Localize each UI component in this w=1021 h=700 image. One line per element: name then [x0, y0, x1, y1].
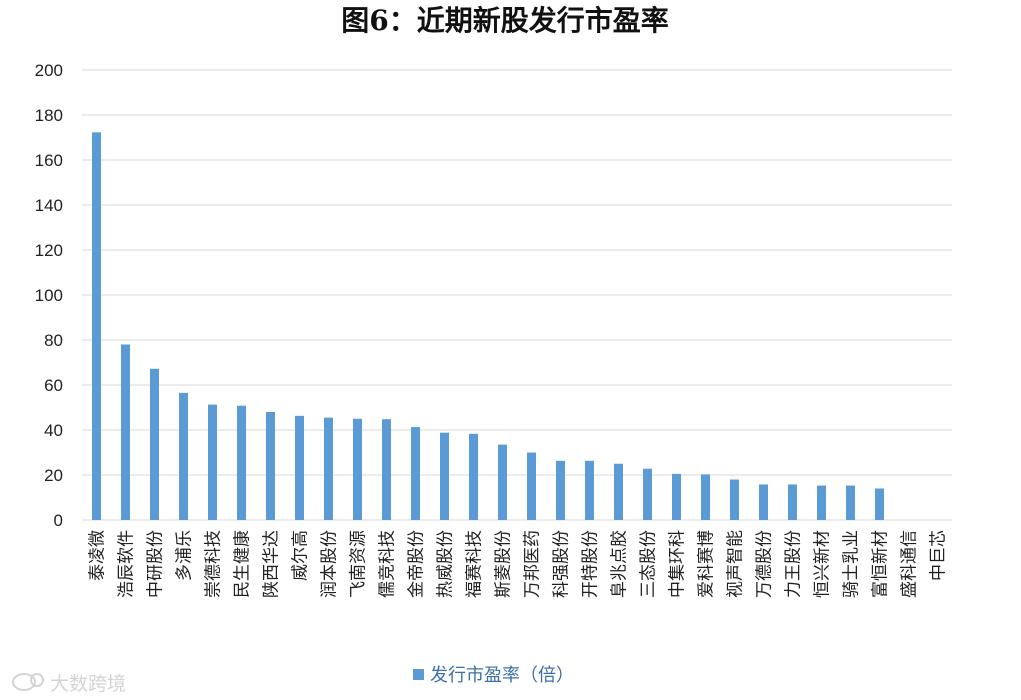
bar — [237, 405, 246, 520]
x-tick-label: 力王股份 — [784, 530, 804, 598]
y-tick-label: 180 — [35, 106, 63, 125]
y-tick-label: 80 — [44, 331, 63, 350]
x-tick-label: 飞南资源 — [349, 530, 369, 598]
y-tick-label: 0 — [54, 511, 63, 530]
x-axis-ticks: 泰凌微 浩辰软件 中研股份 多浦乐 崇德科技 民生健康 陕西华达 威尔高 润本股份 飞南资源 儒竞科… — [88, 530, 949, 598]
bar — [614, 463, 623, 520]
bar — [759, 484, 768, 520]
x-tick-label: 中巨芯 — [929, 530, 949, 581]
bar — [527, 452, 536, 520]
y-tick-label: 40 — [44, 421, 63, 440]
x-tick-label: 恒兴新材 — [813, 530, 833, 598]
x-tick-label: 泰凌微 — [88, 530, 108, 581]
y-tick-label: 120 — [35, 241, 63, 260]
bar — [208, 404, 217, 520]
bar — [92, 132, 101, 520]
x-tick-label: 中集环科 — [668, 530, 688, 598]
bar — [672, 473, 681, 520]
x-tick-label: 威尔高 — [291, 530, 311, 581]
chart-title: 图6：近期新股发行市盈率 — [341, 4, 668, 37]
x-tick-label: 万邦医药 — [523, 530, 543, 598]
x-tick-label: 福赛科技 — [464, 530, 485, 598]
x-tick-label: 崇德科技 — [204, 530, 224, 598]
x-tick-label: 开特股份 — [581, 530, 601, 598]
legend-label: 发行市盈率（倍） — [430, 665, 574, 686]
bar — [846, 485, 855, 520]
x-tick-label: 浩辰软件 — [117, 530, 137, 598]
bar — [150, 368, 159, 520]
x-tick-label: 金帝股份 — [407, 530, 427, 598]
bar — [324, 417, 333, 520]
y-tick-label: 20 — [44, 466, 63, 485]
x-tick-label: 视声智能 — [726, 530, 746, 598]
bar — [440, 432, 449, 520]
bar — [295, 415, 304, 520]
y-tick-label: 100 — [35, 286, 63, 305]
bar — [121, 344, 130, 520]
legend: 发行市盈率（倍） — [413, 665, 574, 686]
x-tick-label: 三态股份 — [639, 530, 659, 598]
cloud-chat-icon — [12, 673, 44, 691]
y-axis-ticks: 0 20 40 60 80 100 120 140 160 180 200 — [35, 61, 63, 530]
bar — [353, 418, 362, 520]
x-tick-label: 阜兆点胶 — [610, 530, 630, 598]
bar — [701, 474, 710, 520]
x-tick-label: 万德股份 — [755, 530, 775, 598]
x-tick-label: 爱科赛博 — [696, 530, 717, 598]
bar-series — [92, 132, 884, 520]
bar — [469, 433, 478, 520]
bar — [411, 427, 420, 520]
x-tick-label: 润本股份 — [320, 530, 340, 598]
bar — [556, 460, 565, 520]
bar — [875, 488, 884, 520]
watermark-text: 大数跨境 — [50, 673, 126, 695]
x-tick-label: 科强股份 — [552, 530, 572, 598]
y-tick-label: 140 — [35, 196, 63, 215]
x-tick-label: 陕西华达 — [262, 530, 282, 598]
bar — [179, 392, 188, 520]
x-tick-label: 中研股份 — [146, 530, 166, 598]
y-tick-label: 200 — [35, 61, 63, 80]
bar — [498, 444, 507, 520]
bar — [266, 412, 275, 520]
bar — [585, 460, 594, 520]
bar — [382, 419, 391, 520]
bar — [817, 485, 826, 520]
x-tick-label: 民生健康 — [233, 530, 253, 598]
watermark: 大数跨境 — [12, 673, 126, 695]
x-tick-label: 多浦乐 — [175, 530, 195, 581]
bar — [788, 484, 797, 520]
y-tick-label: 60 — [44, 376, 63, 395]
grid-lines — [82, 69, 952, 521]
legend-swatch — [413, 669, 424, 680]
bar — [643, 468, 652, 520]
x-tick-label: 骑士乳业 — [842, 530, 862, 598]
x-tick-label: 热威股份 — [436, 530, 456, 598]
y-tick-label: 160 — [35, 151, 63, 170]
x-tick-label: 盛科通信 — [900, 530, 920, 598]
x-tick-label: 斯菱股份 — [494, 530, 514, 598]
x-tick-label: 富恒新材 — [871, 530, 891, 598]
x-tick-label: 儒竞科技 — [378, 530, 398, 598]
bar — [730, 479, 739, 520]
